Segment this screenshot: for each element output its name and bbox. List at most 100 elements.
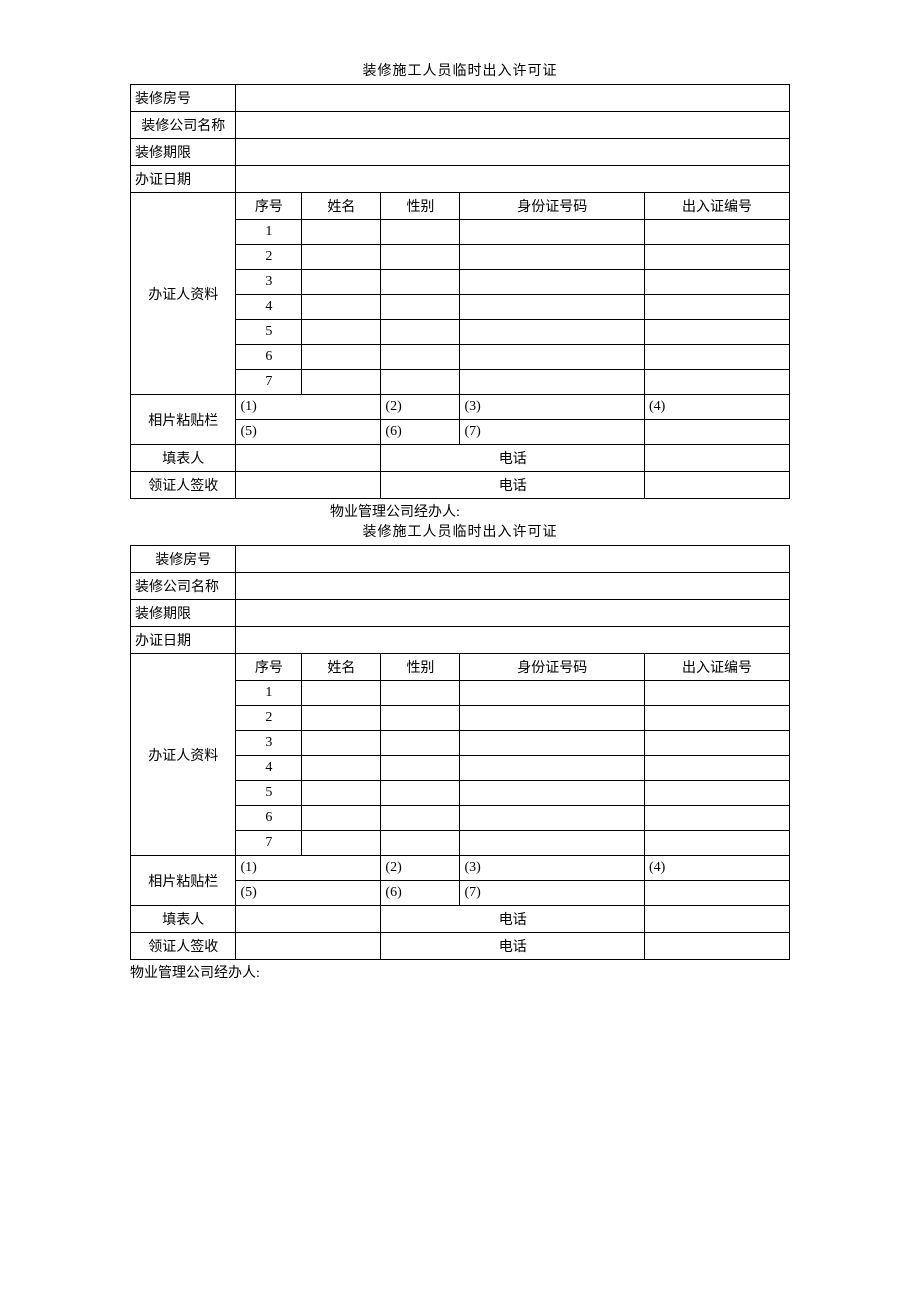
photo-slot: (5) bbox=[236, 420, 381, 445]
cell bbox=[645, 245, 790, 270]
seq-cell: 5 bbox=[236, 781, 302, 806]
cell bbox=[381, 806, 460, 831]
table-row: 填表人 电话 bbox=[131, 445, 790, 472]
cell bbox=[460, 370, 645, 395]
table-row: 办证日期 bbox=[131, 627, 790, 654]
value-company bbox=[236, 112, 790, 139]
label-period: 装修期限 bbox=[131, 139, 236, 166]
seq-cell: 7 bbox=[236, 831, 302, 856]
photo-slot: (6) bbox=[381, 420, 460, 445]
seq-cell: 2 bbox=[236, 706, 302, 731]
value-issue-date bbox=[236, 627, 790, 654]
cell bbox=[460, 295, 645, 320]
label-room-no: 装修房号 bbox=[131, 546, 236, 573]
photo-slot bbox=[645, 881, 790, 906]
label-company: 装修公司名称 bbox=[131, 573, 236, 600]
photo-slot: (3) bbox=[460, 395, 645, 420]
cell bbox=[645, 756, 790, 781]
table-row: 领证人签收 电话 bbox=[131, 472, 790, 499]
seq-cell: 7 bbox=[236, 370, 302, 395]
handler-line: 物业管理公司经办人: bbox=[130, 501, 790, 521]
cell bbox=[302, 756, 381, 781]
cell bbox=[460, 731, 645, 756]
seq-cell: 3 bbox=[236, 270, 302, 295]
permit-form-1: 装修施工人员临时出入许可证 装修房号 装修公司名称 装修期限 办证日期 办证人资… bbox=[130, 60, 790, 521]
cell bbox=[381, 345, 460, 370]
label-receiver: 领证人签收 bbox=[131, 472, 236, 499]
photo-slot: (1) bbox=[236, 856, 381, 881]
cell bbox=[460, 681, 645, 706]
table-row: 装修期限 bbox=[131, 139, 790, 166]
seq-cell: 3 bbox=[236, 731, 302, 756]
cell bbox=[645, 731, 790, 756]
table-row: 办证人资料 序号 姓名 性别 身份证号码 出入证编号 bbox=[131, 193, 790, 220]
value-company bbox=[236, 573, 790, 600]
seq-cell: 1 bbox=[236, 220, 302, 245]
cell bbox=[645, 345, 790, 370]
header-id: 身份证号码 bbox=[460, 193, 645, 220]
table-row: 办证日期 bbox=[131, 166, 790, 193]
table-row: 相片粘贴栏 (1) (2) (3) (4) bbox=[131, 856, 790, 881]
cell bbox=[460, 806, 645, 831]
label-period: 装修期限 bbox=[131, 600, 236, 627]
cell bbox=[645, 681, 790, 706]
cell bbox=[302, 681, 381, 706]
seq-cell: 4 bbox=[236, 295, 302, 320]
label-phone: 电话 bbox=[381, 445, 645, 472]
cell bbox=[381, 706, 460, 731]
cell bbox=[645, 270, 790, 295]
header-name: 姓名 bbox=[302, 193, 381, 220]
seq-cell: 1 bbox=[236, 681, 302, 706]
header-seq: 序号 bbox=[236, 193, 302, 220]
cell bbox=[381, 220, 460, 245]
header-gender: 性别 bbox=[381, 654, 460, 681]
cell bbox=[645, 806, 790, 831]
label-filler: 填表人 bbox=[131, 445, 236, 472]
seq-cell: 4 bbox=[236, 756, 302, 781]
value-phone bbox=[645, 445, 790, 472]
label-phone: 电话 bbox=[381, 933, 645, 960]
label-receiver: 领证人签收 bbox=[131, 933, 236, 960]
value-receiver bbox=[236, 472, 381, 499]
cell bbox=[381, 781, 460, 806]
cell bbox=[645, 831, 790, 856]
cell bbox=[302, 831, 381, 856]
seq-cell: 5 bbox=[236, 320, 302, 345]
cell bbox=[302, 731, 381, 756]
table-row: 办证人资料 序号 姓名 性别 身份证号码 出入证编号 bbox=[131, 654, 790, 681]
label-room-no: 装修房号 bbox=[131, 85, 236, 112]
cell bbox=[381, 320, 460, 345]
label-company: 装修公司名称 bbox=[131, 112, 236, 139]
cell bbox=[302, 345, 381, 370]
photo-slot: (5) bbox=[236, 881, 381, 906]
value-phone bbox=[645, 906, 790, 933]
value-phone bbox=[645, 472, 790, 499]
cell bbox=[645, 706, 790, 731]
header-pass: 出入证编号 bbox=[645, 654, 790, 681]
photo-slot: (7) bbox=[460, 881, 645, 906]
label-filler: 填表人 bbox=[131, 906, 236, 933]
cell bbox=[302, 706, 381, 731]
cell bbox=[645, 781, 790, 806]
cell bbox=[302, 220, 381, 245]
photo-slot: (6) bbox=[381, 881, 460, 906]
table-row: 装修房号 bbox=[131, 85, 790, 112]
header-name: 姓名 bbox=[302, 654, 381, 681]
label-photo: 相片粘贴栏 bbox=[131, 395, 236, 445]
cell bbox=[381, 295, 460, 320]
cell bbox=[381, 681, 460, 706]
header-id: 身份证号码 bbox=[460, 654, 645, 681]
label-issue-date: 办证日期 bbox=[131, 166, 236, 193]
permit-table: 装修房号 装修公司名称 装修期限 办证日期 办证人资料 序号 姓名 性别 身份证… bbox=[130, 84, 790, 499]
cell bbox=[302, 806, 381, 831]
table-row: 装修公司名称 bbox=[131, 573, 790, 600]
cell bbox=[302, 320, 381, 345]
table-row: 装修房号 bbox=[131, 546, 790, 573]
form-title: 装修施工人员临时出入许可证 bbox=[130, 60, 790, 80]
cell bbox=[460, 245, 645, 270]
header-seq: 序号 bbox=[236, 654, 302, 681]
form-title: 装修施工人员临时出入许可证 bbox=[130, 521, 790, 541]
cell bbox=[460, 270, 645, 295]
table-row: 填表人 电话 bbox=[131, 906, 790, 933]
header-gender: 性别 bbox=[381, 193, 460, 220]
